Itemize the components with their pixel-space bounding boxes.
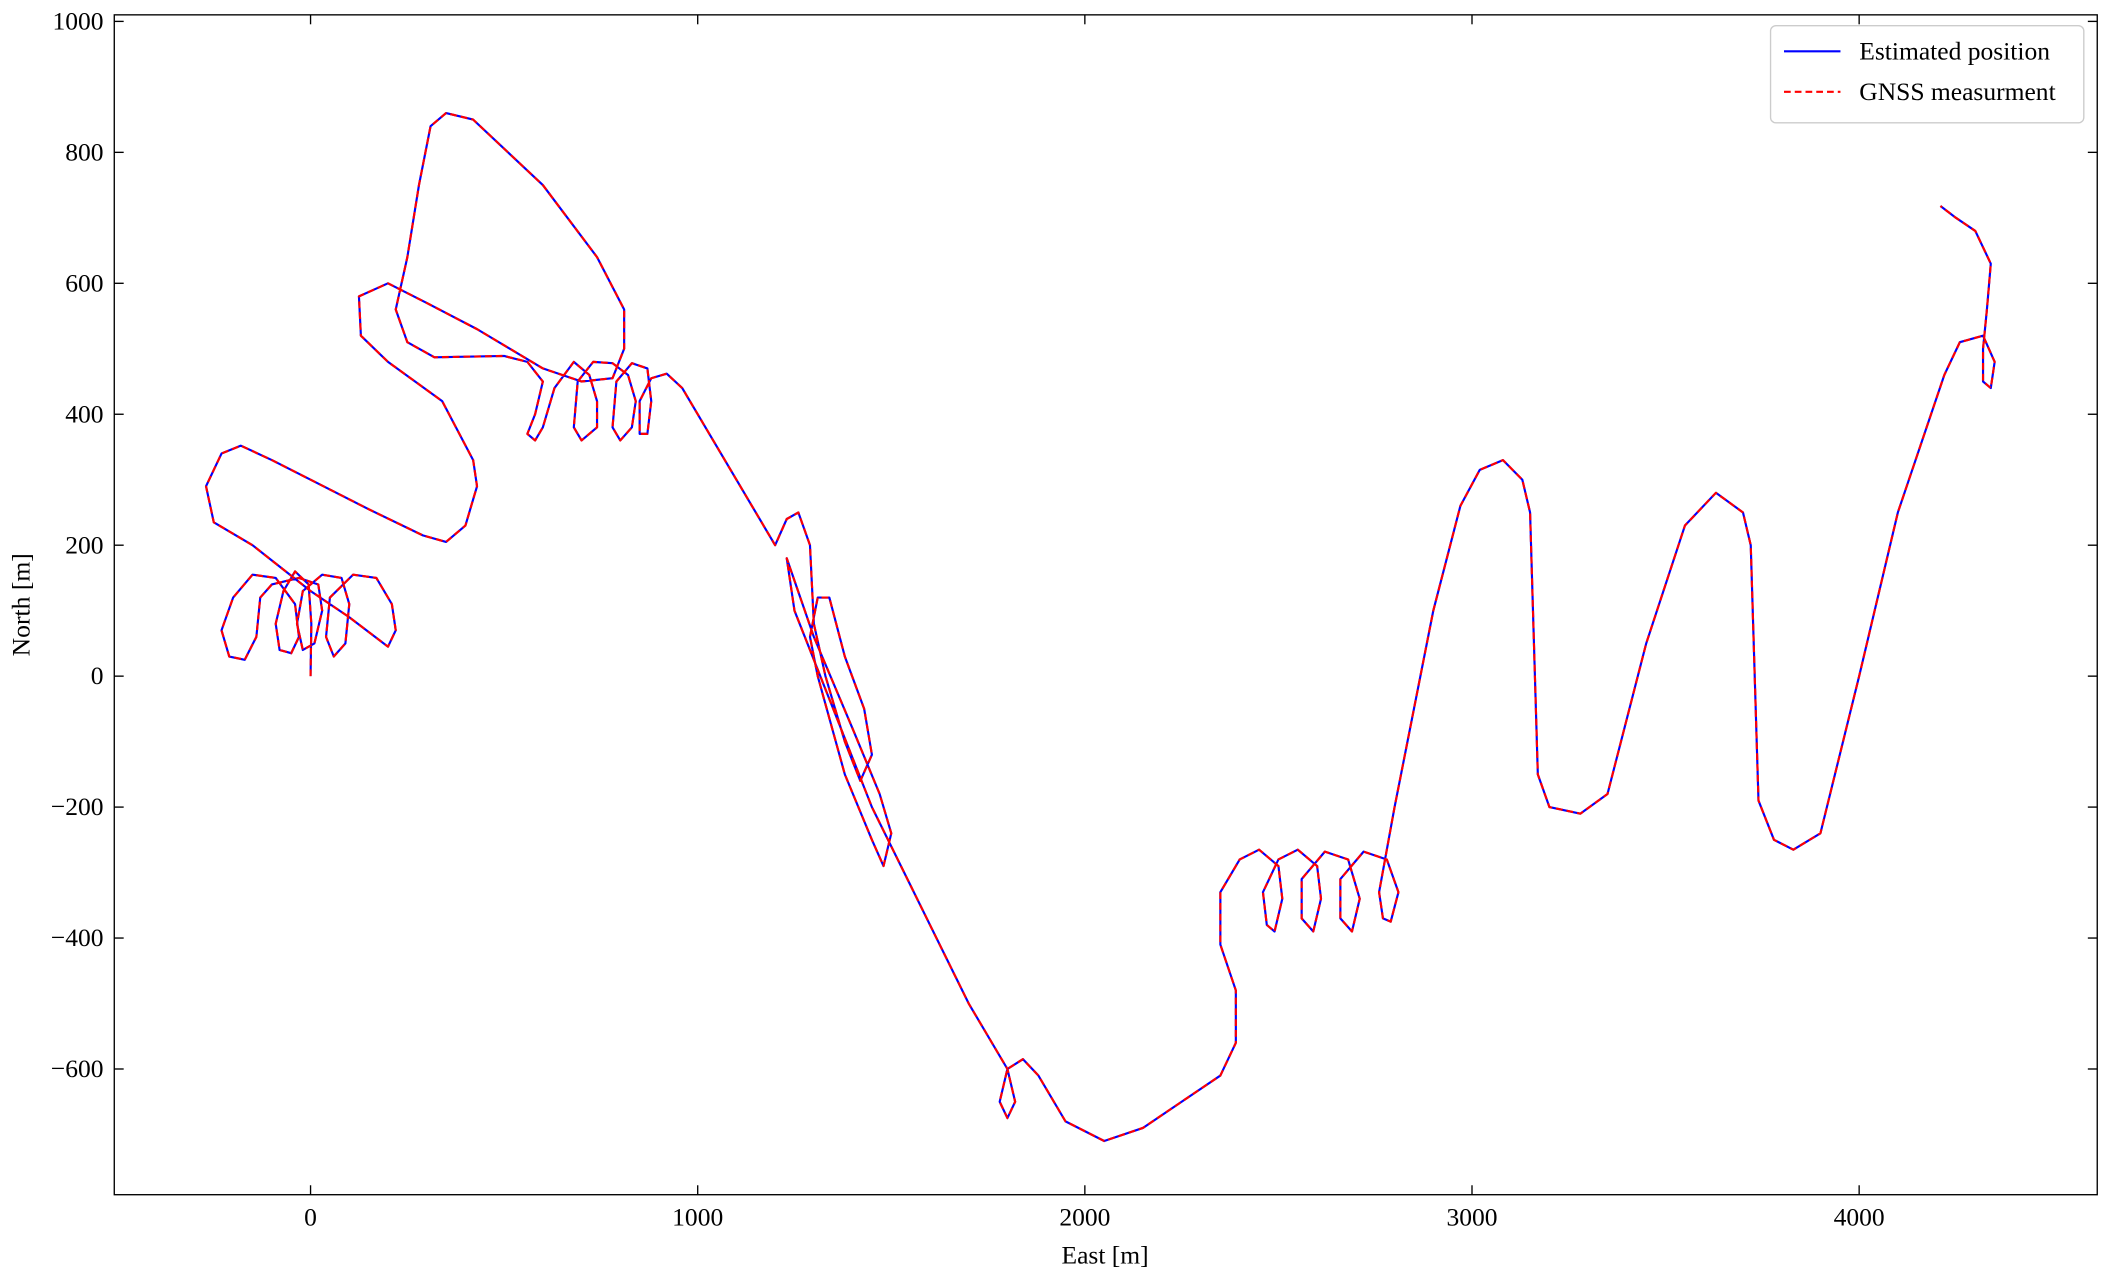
x-tick-label: 3000	[1446, 1203, 1497, 1232]
y-tick-label: −400	[51, 923, 104, 952]
y-tick-label: 1000	[52, 6, 103, 35]
y-axis-label: North [m]	[7, 553, 36, 656]
y-tick-label: 600	[65, 268, 103, 297]
series-line	[204, 111, 1996, 1143]
x-tick-label: 2000	[1059, 1203, 1110, 1232]
plot-frame	[113, 14, 2098, 1196]
y-tick-label: 800	[65, 137, 103, 166]
y-tick-label: −600	[51, 1054, 104, 1083]
legend-label: Estimated position	[1859, 36, 2050, 65]
y-tick-label: 0	[91, 661, 104, 690]
x-tick-label: 4000	[1834, 1203, 1885, 1232]
y-tick-label: 400	[65, 399, 103, 428]
x-tick-label: 1000	[672, 1203, 723, 1232]
x-axis-label: East [m]	[1061, 1241, 1148, 1270]
y-tick-label: −200	[51, 792, 104, 821]
legend-box	[1769, 24, 2085, 124]
legend-label: GNSS measurment	[1859, 77, 2055, 106]
series-line	[204, 111, 1996, 1143]
y-tick-label: 200	[65, 530, 103, 559]
x-tick-label: 0	[304, 1203, 317, 1232]
